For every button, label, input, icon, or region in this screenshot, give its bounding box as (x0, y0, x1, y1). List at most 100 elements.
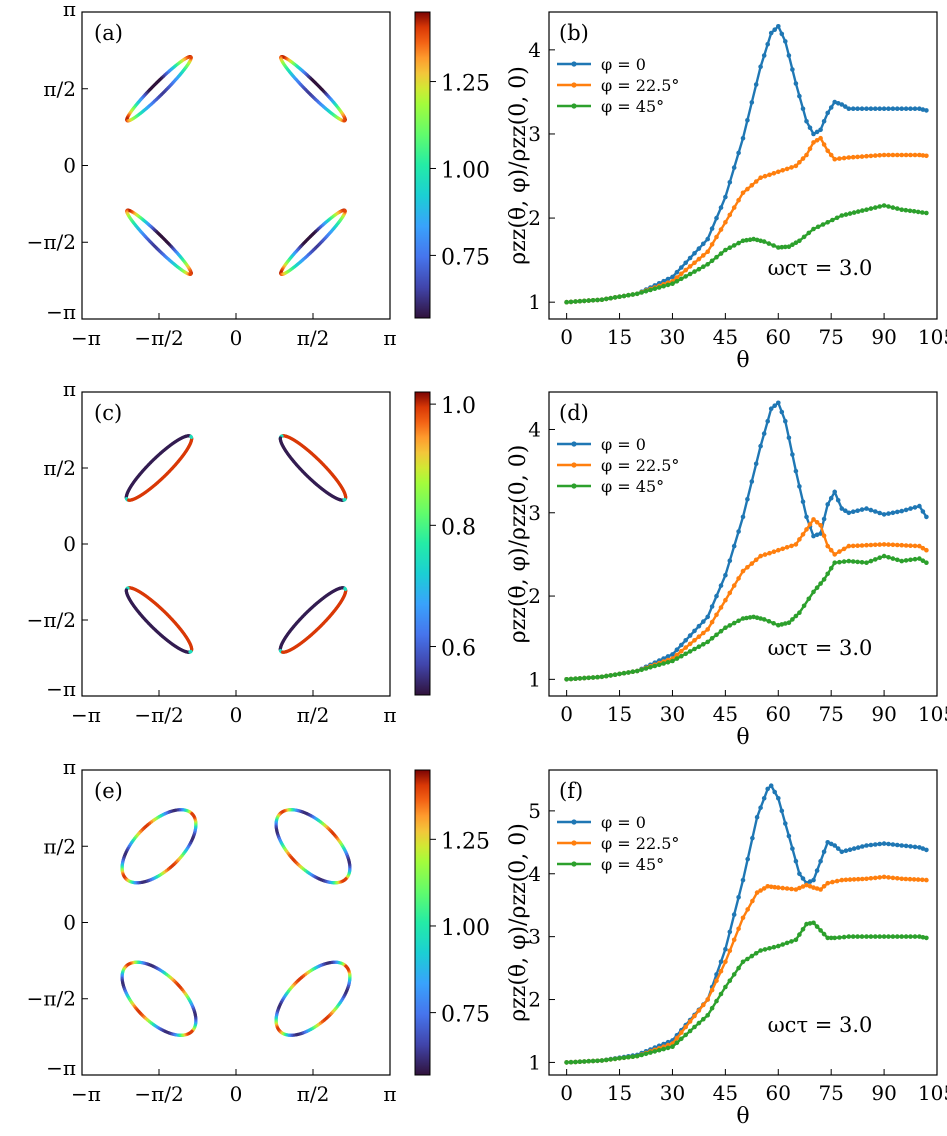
series-point (573, 1059, 578, 1065)
series-point (920, 846, 926, 851)
series-point (674, 656, 680, 661)
panel-label: (e) (94, 779, 123, 803)
resistivity-panel-d: 0 15 30 45 60 75 90 105 1 2 3 4 θ ρzz(θ, φ)/ρzz(0, 0)… (506, 391, 947, 750)
series-point (692, 1013, 697, 1019)
plot-frame (548, 391, 938, 697)
series-point (731, 543, 737, 549)
series-point (837, 935, 842, 940)
series-point (828, 547, 834, 553)
series-point (771, 549, 777, 554)
series-point (811, 131, 816, 137)
series-point (731, 972, 737, 977)
series-point (692, 269, 697, 274)
series-point (850, 543, 856, 549)
series-point (709, 636, 715, 641)
series-point (907, 876, 913, 882)
series-point (859, 934, 865, 939)
series-point (696, 256, 702, 262)
series-point (740, 135, 746, 141)
series-point (793, 163, 799, 169)
y-tick-label: 0 (63, 911, 76, 935)
series-point (779, 409, 785, 415)
fermi-pocket-segment (190, 812, 195, 817)
series-point (832, 560, 837, 565)
series-point (765, 884, 770, 889)
series-point (652, 1049, 658, 1054)
series-point (790, 242, 795, 247)
series-point (846, 510, 852, 516)
x-tick-label: 30 (660, 325, 685, 349)
series-point (850, 934, 856, 939)
series-point (806, 230, 812, 236)
series-point (895, 206, 900, 211)
series-point (924, 210, 929, 216)
series-point (821, 533, 827, 538)
series-point (873, 509, 878, 514)
series-point (772, 27, 777, 32)
y-axis-label: ρzz(θ, φ)/ρzz(0, 0) (506, 66, 531, 265)
series-point (705, 249, 710, 254)
series-point (718, 605, 724, 610)
y-tick-label: −π (46, 300, 76, 324)
series-point (784, 886, 790, 891)
series-point (692, 638, 697, 643)
series-point (850, 559, 856, 564)
series-point (877, 106, 882, 111)
series-point (818, 523, 823, 528)
series-point (881, 934, 887, 939)
series-point (917, 503, 922, 509)
series-point (915, 209, 921, 215)
series-point (749, 183, 755, 188)
y-tick-label: −π/2 (27, 230, 76, 254)
series-point (771, 171, 777, 176)
series-point (783, 418, 788, 424)
series-point (790, 67, 795, 72)
series-point (873, 153, 878, 158)
series-point (920, 935, 926, 940)
series-point (873, 205, 878, 210)
series-point (864, 207, 869, 212)
series-point (714, 593, 719, 599)
series-point (687, 641, 693, 647)
series-point (890, 205, 896, 210)
series-point (656, 662, 662, 668)
series-point (864, 506, 869, 511)
series-point (643, 288, 649, 294)
series-point (903, 507, 909, 513)
series-point (815, 224, 821, 230)
series-point (745, 856, 750, 862)
y-tick-label: −π/2 (27, 987, 76, 1011)
series-point (828, 105, 834, 110)
series-point (834, 215, 840, 221)
series-point (701, 253, 706, 258)
series-point (912, 106, 918, 111)
series-point (890, 106, 896, 111)
series-point (873, 542, 878, 548)
series-point (758, 553, 763, 559)
series-point (835, 498, 841, 503)
series-point (908, 152, 913, 158)
series-point (864, 934, 869, 939)
x-tick-label: −π (71, 703, 101, 727)
series-point (828, 935, 834, 941)
series-point (753, 557, 759, 563)
series-point (595, 674, 600, 680)
series-point (582, 1059, 587, 1064)
series-point (767, 550, 772, 556)
series-point (736, 240, 741, 246)
series-point (920, 509, 926, 514)
x-tick-label: −π (71, 1082, 101, 1106)
series-point (705, 997, 710, 1002)
series-point (890, 542, 896, 548)
series-point (839, 213, 845, 218)
series-point (767, 946, 772, 951)
series-point (701, 630, 706, 636)
series-point (767, 172, 772, 178)
series-point (793, 81, 799, 86)
series-point (740, 877, 746, 883)
series-point (899, 106, 904, 111)
series-point (786, 833, 792, 839)
series-point (859, 106, 865, 111)
series-point (687, 255, 693, 261)
series-point (679, 642, 684, 648)
